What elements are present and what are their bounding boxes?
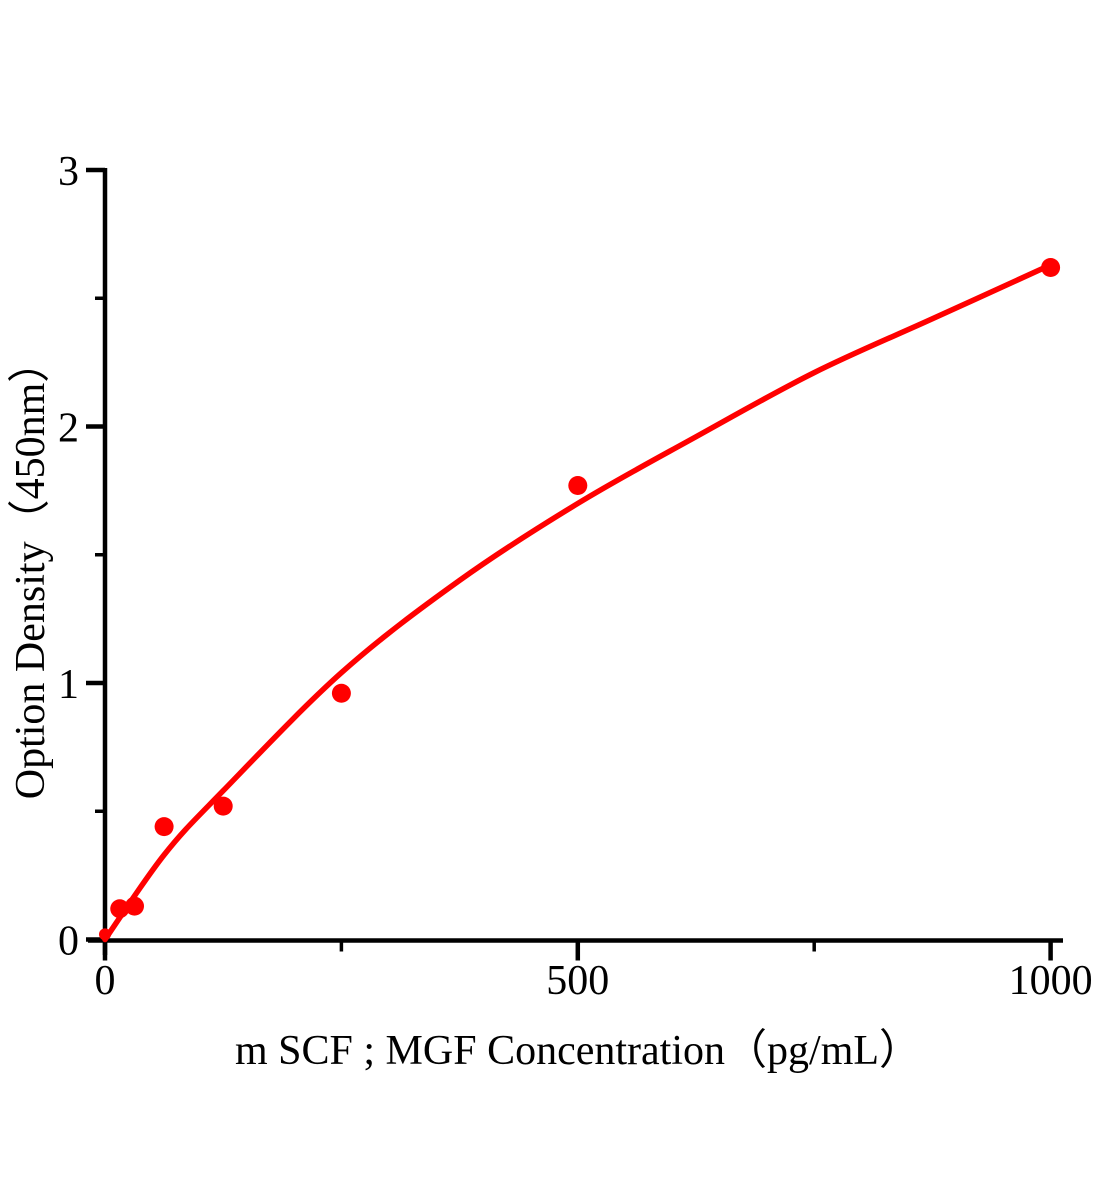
y-tick-label: 1 bbox=[58, 662, 79, 708]
y-tick-label: 3 bbox=[58, 149, 79, 195]
data-point bbox=[99, 928, 111, 941]
x-axis-title: m SCF ; MGF Concentration（pg/mL） bbox=[234, 1028, 922, 1074]
fit-curve bbox=[102, 262, 1054, 943]
x-tick-label: 500 bbox=[546, 958, 609, 1004]
y-tick-label: 2 bbox=[58, 406, 79, 452]
x-tick-label: 1000 bbox=[1009, 958, 1093, 1004]
data-point bbox=[568, 475, 588, 495]
y-axis-title: Option Density（450nm） bbox=[8, 340, 54, 800]
data-point bbox=[154, 817, 174, 837]
data-point bbox=[213, 796, 233, 816]
y-tick-label: 0 bbox=[58, 919, 79, 965]
data-point bbox=[1041, 257, 1061, 277]
data-point bbox=[331, 683, 351, 703]
data-point bbox=[110, 899, 130, 919]
data-point bbox=[125, 896, 145, 916]
x-tick-label: 0 bbox=[95, 958, 116, 1004]
